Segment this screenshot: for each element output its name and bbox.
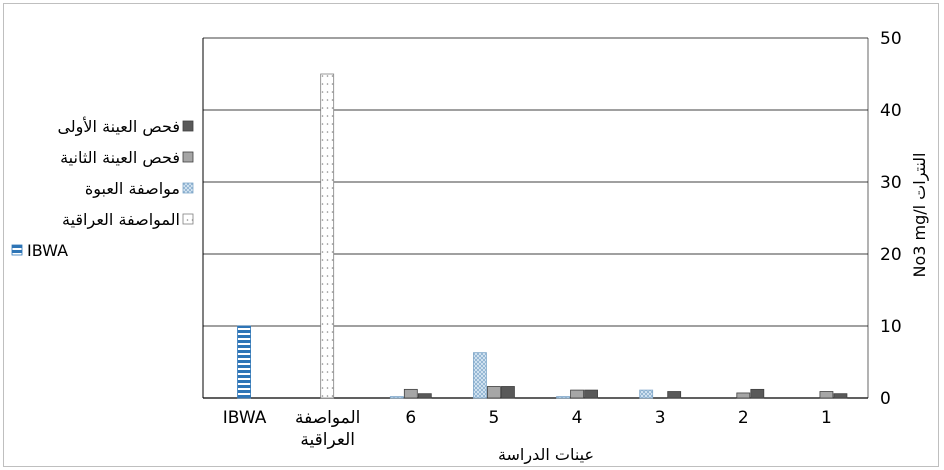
bar bbox=[667, 391, 682, 399]
legend-label: مواصفة العبوة bbox=[85, 179, 180, 199]
legend-label: فحص العينة الأولى bbox=[57, 116, 180, 137]
x-tick-label: 5 bbox=[489, 408, 500, 428]
bar bbox=[570, 389, 584, 399]
legend-label: فحص العينة الثانية bbox=[60, 148, 180, 168]
gridlines bbox=[203, 37, 868, 399]
y-axis-title: No3 mg/l النترات bbox=[910, 153, 930, 278]
y-tick-label: 30 bbox=[880, 173, 902, 193]
y-tick-label: 0 bbox=[880, 389, 891, 409]
y-tick-label: 50 bbox=[880, 29, 902, 49]
legend-swatch bbox=[11, 244, 23, 256]
x-axis-title: عينات الدراسة bbox=[498, 445, 594, 465]
bar bbox=[639, 389, 654, 399]
legend-label: المواصفة العراقية bbox=[62, 210, 180, 230]
bar bbox=[584, 389, 598, 399]
bar bbox=[403, 388, 418, 399]
x-tick-label: العراقية bbox=[300, 430, 355, 450]
bar bbox=[389, 396, 404, 399]
bar bbox=[487, 386, 501, 399]
legend: فحص العينة الأولى فحص العينة الثانية مواصف… bbox=[11, 116, 194, 260]
bar bbox=[320, 73, 335, 399]
legend-swatch bbox=[182, 213, 194, 225]
bar bbox=[473, 352, 487, 399]
bar bbox=[237, 325, 251, 399]
bar bbox=[417, 393, 432, 399]
legend-swatch bbox=[182, 151, 194, 163]
x-tick-label: 2 bbox=[738, 408, 749, 428]
x-tick-label: المواصفة bbox=[295, 408, 360, 428]
legend-label: IBWA bbox=[27, 241, 68, 260]
x-tick-label: IBWA bbox=[223, 408, 267, 428]
x-tick-label: 4 bbox=[572, 408, 583, 428]
y-tick-label: 20 bbox=[880, 245, 902, 265]
bar bbox=[750, 388, 765, 399]
bar bbox=[819, 391, 834, 399]
chart-frame bbox=[3, 3, 939, 467]
bar bbox=[556, 396, 570, 399]
bar bbox=[501, 386, 515, 399]
axis-titles: عينات الدراسة No3 mg/l النترات bbox=[498, 153, 930, 466]
bar bbox=[736, 392, 751, 399]
y-tick-label: 10 bbox=[880, 317, 902, 337]
bar bbox=[833, 393, 848, 399]
x-tick-label: 6 bbox=[405, 408, 416, 428]
legend-swatch bbox=[182, 182, 194, 194]
x-tick-label: 1 bbox=[821, 408, 832, 428]
bars bbox=[237, 73, 848, 399]
legend-swatch bbox=[182, 120, 194, 132]
x-tick-label: 3 bbox=[655, 408, 666, 428]
y-tick-label: 40 bbox=[880, 101, 902, 121]
